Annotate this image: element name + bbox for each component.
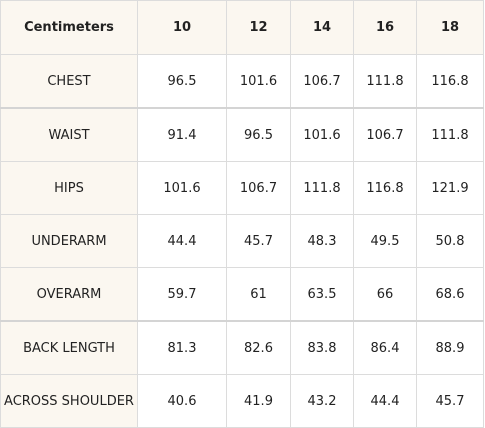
measurement-value: 106.7 (353, 107, 417, 162)
measurement-value: 40.6 (137, 374, 227, 428)
measurement-label: OVERARM (0, 267, 138, 322)
measurement-value: 59.7 (137, 267, 227, 322)
measurement-label: UNDERARM (0, 214, 138, 268)
measurement-label: BACK LENGTH (0, 320, 138, 375)
measurement-value: 50.8 (416, 214, 484, 268)
unit-header-cell: Centimeters (0, 0, 138, 55)
table-row: BACK LENGTH 81.3 82.6 83.8 86.4 88.9 (0, 320, 484, 375)
measurement-value: 101.6 (290, 107, 354, 162)
measurement-value: 101.6 (226, 54, 291, 109)
size-header-cell: 12 (226, 0, 291, 55)
measurement-value: 44.4 (353, 374, 417, 428)
measurement-value: 48.3 (290, 214, 354, 268)
table-row: UNDERARM 44.4 45.7 48.3 49.5 50.8 (0, 214, 484, 268)
measurement-value: 61 (226, 267, 291, 322)
size-header-cell: 14 (290, 0, 354, 55)
measurement-value: 86.4 (353, 320, 417, 375)
measurement-value: 96.5 (226, 107, 291, 162)
table-row: OVERARM 59.7 61 63.5 66 68.6 (0, 267, 484, 322)
measurement-value: 116.8 (353, 161, 417, 215)
measurement-label: WAIST (0, 107, 138, 162)
size-header-cell: 16 (353, 0, 417, 55)
size-header-cell: 10 (137, 0, 227, 55)
measurement-value: 63.5 (290, 267, 354, 322)
measurement-value: 68.6 (416, 267, 484, 322)
table-row: ACROSS SHOULDER 40.6 41.9 43.2 44.4 45.7 (0, 374, 484, 428)
size-header-cell: 18 (416, 0, 484, 55)
measurement-value: 43.2 (290, 374, 354, 428)
measurement-value: 45.7 (416, 374, 484, 428)
measurement-value: 101.6 (137, 161, 227, 215)
header-row: Centimeters 10 12 14 16 18 (0, 0, 484, 55)
measurement-value: 49.5 (353, 214, 417, 268)
measurement-value: 111.8 (290, 161, 354, 215)
measurement-value: 81.3 (137, 320, 227, 375)
measurement-value: 41.9 (226, 374, 291, 428)
measurement-value: 111.8 (353, 54, 417, 109)
size-chart-body: CHEST 96.5 101.6 106.7 111.8 116.8 WAIST… (0, 54, 484, 428)
measurement-value: 96.5 (137, 54, 227, 109)
measurement-value: 82.6 (226, 320, 291, 375)
measurement-label: CHEST (0, 54, 138, 109)
table-row: WAIST 91.4 96.5 101.6 106.7 111.8 (0, 107, 484, 162)
measurement-value: 88.9 (416, 320, 484, 375)
measurement-value: 106.7 (226, 161, 291, 215)
size-chart-header: Centimeters 10 12 14 16 18 (0, 0, 484, 55)
measurement-value: 45.7 (226, 214, 291, 268)
measurement-value: 121.9 (416, 161, 484, 215)
table-row: HIPS 101.6 106.7 111.8 116.8 121.9 (0, 161, 484, 215)
measurement-value: 111.8 (416, 107, 484, 162)
measurement-value: 91.4 (137, 107, 227, 162)
table-row: CHEST 96.5 101.6 106.7 111.8 116.8 (0, 54, 484, 109)
measurement-value: 83.8 (290, 320, 354, 375)
measurement-value: 106.7 (290, 54, 354, 109)
measurement-label: HIPS (0, 161, 138, 215)
measurement-value: 116.8 (416, 54, 484, 109)
measurement-label: ACROSS SHOULDER (0, 374, 138, 428)
measurement-value: 44.4 (137, 214, 227, 268)
measurement-value: 66 (353, 267, 417, 322)
